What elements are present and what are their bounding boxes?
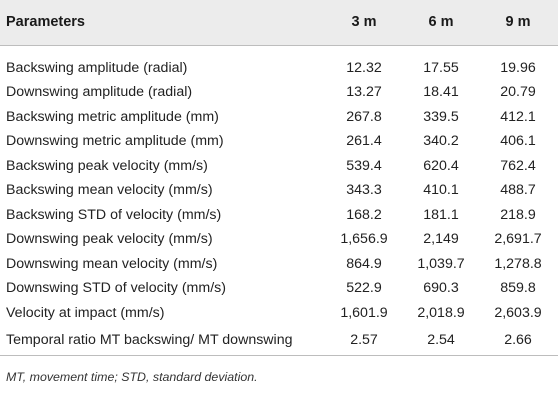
parameters-table: Parameters 3 m 6 m 9 m Backswing amplitu… <box>0 0 558 356</box>
table-row: Downswing amplitude (radial) 13.27 18.41 20… <box>0 80 558 105</box>
value-cell: 181.1 <box>423 206 459 223</box>
table-row: Downswing metric amplitude (mm) 261.4 340.… <box>0 129 558 154</box>
value-cell: 17.55 <box>423 59 459 76</box>
value-cell: 1,601.9 <box>340 304 388 321</box>
value-cell: 2,018.9 <box>417 304 465 321</box>
header-parameters: Parameters <box>0 0 324 46</box>
table-row: Velocity at impact (mm/s) 1,601.9 2,018.9 2… <box>0 301 558 326</box>
value-cell: 412.1 <box>500 108 536 125</box>
table-row: Downswing mean velocity (mm/s) 864.9 1,039… <box>0 252 558 277</box>
parameter-cell: Velocity at impact (mm/s) <box>6 304 165 321</box>
value-cell: 168.2 <box>346 206 382 223</box>
table-row: Backswing metric amplitude (mm) 267.8 339.… <box>0 105 558 130</box>
value-cell: 13.27 <box>346 84 382 101</box>
value-cell: 539.4 <box>346 157 382 174</box>
value-cell: 864.9 <box>346 255 382 272</box>
value-cell: 2.57 <box>324 325 404 356</box>
value-cell: 410.1 <box>423 182 459 199</box>
value-cell: 1,278.8 <box>494 255 542 272</box>
header-row: Parameters 3 m 6 m 9 m <box>0 0 558 46</box>
table-footnote: MT, movement time; STD, standard deviati… <box>6 370 258 384</box>
parameter-cell: Downswing mean velocity (mm/s) <box>6 255 218 272</box>
value-cell: 859.8 <box>500 280 536 297</box>
header-9m: 9 m <box>478 0 558 46</box>
table-row: Temporal ratio MT backswing/ MT downswin… <box>0 325 558 356</box>
value-cell: 19.96 <box>500 59 536 76</box>
value-cell: 2,603.9 <box>494 304 542 321</box>
parameter-cell: Downswing metric amplitude (mm) <box>6 133 224 150</box>
parameter-cell: Downswing amplitude (radial) <box>6 84 193 101</box>
value-cell: 2,149 <box>423 231 459 248</box>
parameter-cell: Temporal ratio MT backswing/ MT downswin… <box>0 325 324 356</box>
table-row: Backswing STD of velocity (mm/s) 168.2 181… <box>0 203 558 228</box>
parameter-cell: Downswing peak velocity (mm/s) <box>6 231 213 248</box>
spacer-row <box>0 45 558 56</box>
table-body: Backswing amplitude (radial) 12.32 17.55 19… <box>0 45 558 356</box>
value-cell: 690.3 <box>423 280 459 297</box>
value-cell: 2,691.7 <box>494 231 542 248</box>
table-row: Downswing STD of velocity (mm/s) 522.9 690… <box>0 276 558 301</box>
table-row: Backswing mean velocity (mm/s) 343.3 410.1… <box>0 178 558 203</box>
value-cell: 2.66 <box>478 325 558 356</box>
value-cell: 522.9 <box>346 280 382 297</box>
parameter-cell: Downswing STD of velocity (mm/s) <box>6 280 226 297</box>
parameter-cell: Backswing amplitude (radial) <box>6 59 188 76</box>
value-cell: 406.1 <box>500 133 536 150</box>
table-row: Backswing peak velocity (mm/s) 539.4 620.4… <box>0 154 558 179</box>
header-3m: 3 m <box>324 0 404 46</box>
value-cell: 218.9 <box>500 206 536 223</box>
value-cell: 20.79 <box>500 84 536 101</box>
value-cell: 620.4 <box>423 157 459 174</box>
value-cell: 2.54 <box>404 325 478 356</box>
value-cell: 762.4 <box>500 157 536 174</box>
table-header: Parameters 3 m 6 m 9 m <box>0 0 558 46</box>
parameter-cell: Backswing STD of velocity (mm/s) <box>6 206 222 223</box>
value-cell: 1,656.9 <box>340 231 388 248</box>
table-row: Downswing peak velocity (mm/s) 1,656.9 2,1… <box>0 227 558 252</box>
parameter-cell: Backswing mean velocity (mm/s) <box>6 182 213 199</box>
value-cell: 488.7 <box>500 182 536 199</box>
value-cell: 1,039.7 <box>417 255 465 272</box>
value-cell: 267.8 <box>346 108 382 125</box>
header-6m: 6 m <box>404 0 478 46</box>
value-cell: 18.41 <box>423 84 459 101</box>
value-cell: 340.2 <box>423 133 459 150</box>
parameter-cell: Backswing metric amplitude (mm) <box>6 108 219 125</box>
value-cell: 12.32 <box>346 59 382 76</box>
value-cell: 343.3 <box>346 182 382 199</box>
value-cell: 339.5 <box>423 108 459 125</box>
table-row: Backswing amplitude (radial) 12.32 17.55 19… <box>0 56 558 81</box>
value-cell: 261.4 <box>346 133 382 150</box>
parameter-cell: Backswing peak velocity (mm/s) <box>6 157 208 174</box>
